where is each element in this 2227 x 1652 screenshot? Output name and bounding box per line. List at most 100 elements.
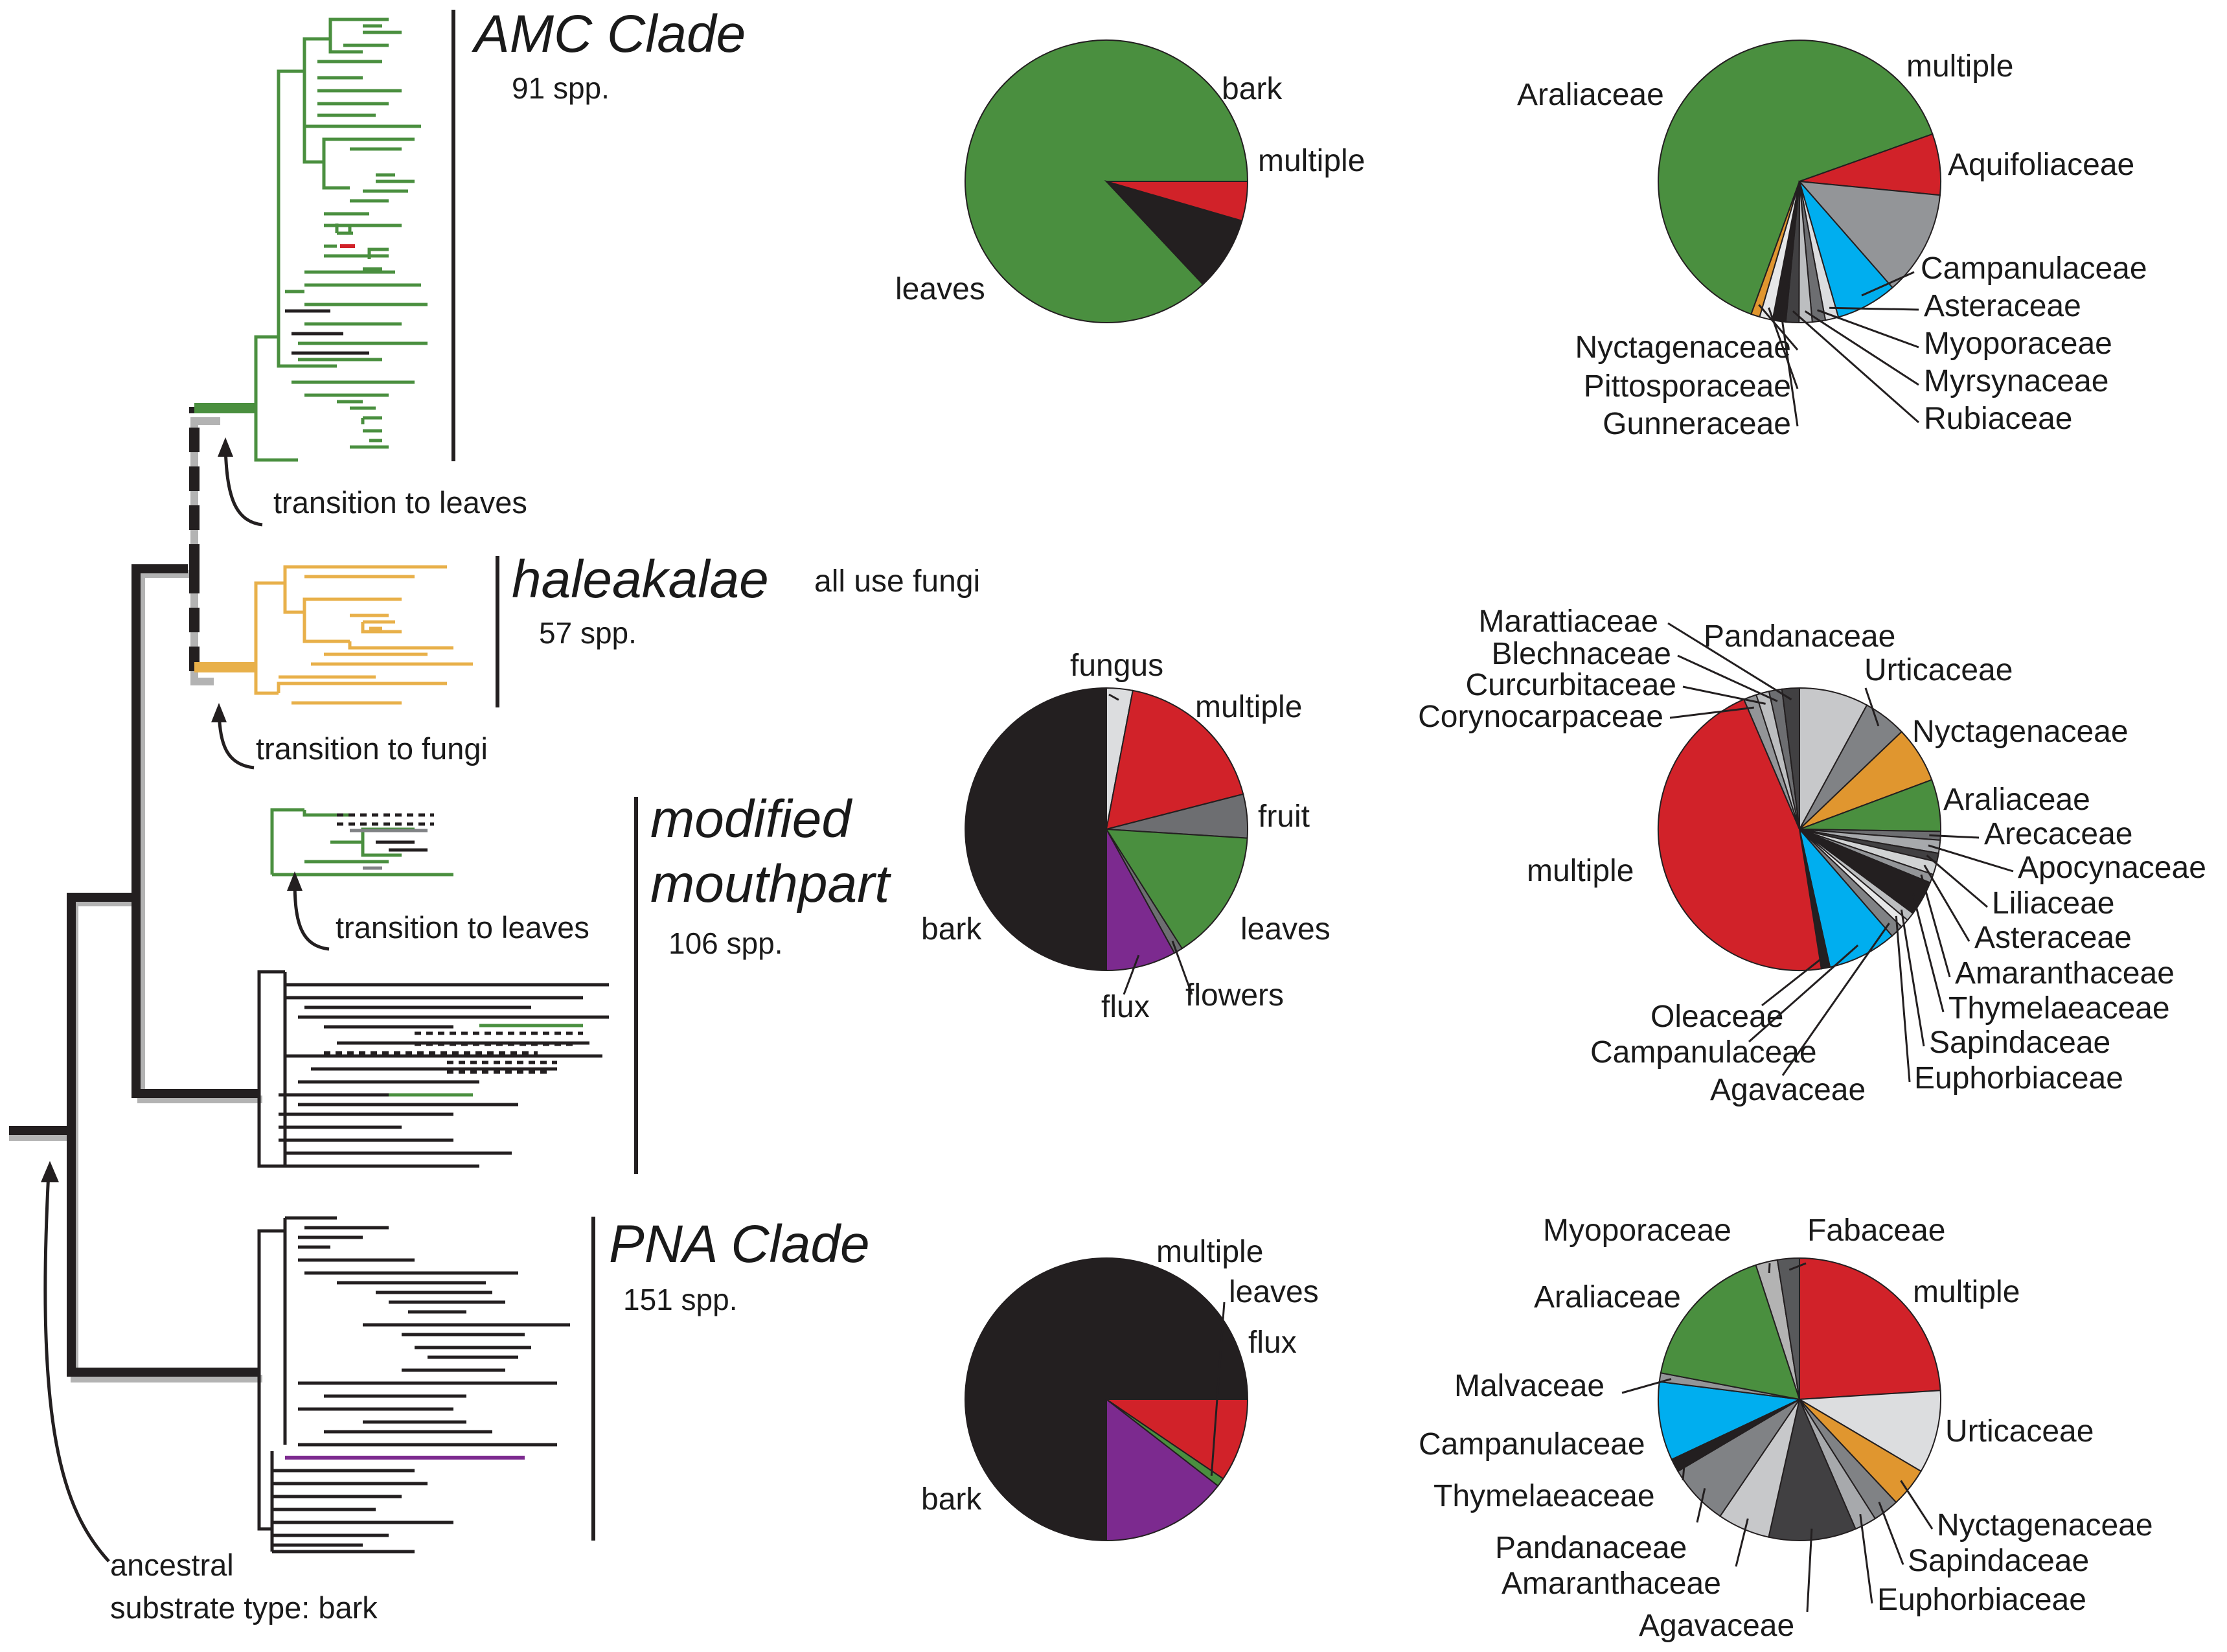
leader-line-urticaceae	[1864, 687, 1880, 727]
leader-line-blechnaceae	[1677, 654, 1778, 702]
leader-line-curcurbitaceae	[1682, 685, 1766, 705]
substrate-pie-modified: bark fungus multiple fruit leaves flowers flux	[921, 648, 1330, 1024]
leader-line-agavaceae	[1806, 1528, 1813, 1612]
leader-line-corynocarpaceae	[1669, 706, 1754, 719]
pie-label-gunneraceae: Gunneraceae	[1603, 407, 1791, 441]
amc-clade-title: AMC Clade	[471, 5, 746, 63]
leader-line-agavaceae	[1781, 923, 1890, 1076]
haleakalae-note: all use fungi	[814, 564, 980, 599]
substrate-pie-amc: leaves bark multiple	[895, 39, 1365, 323]
leader-line-campanulaceae	[1861, 271, 1915, 297]
pie-label-euphorbiaceae: Euphorbiaceae	[1877, 1583, 2086, 1617]
leader-line-gunneraceae	[1779, 310, 1799, 427]
pie-label-flowers: flowers	[1185, 978, 1284, 1013]
pie-slice-multiple	[1105, 689, 1244, 831]
leader-line-marattiaceae	[1667, 622, 1792, 701]
pie-label-myrsynaceae: Myrsynaceae	[1924, 364, 2108, 398]
pie-label-bark: bark	[1222, 72, 1283, 106]
pie-label-asteraceae: Asteraceae	[1924, 289, 2081, 323]
pna-clade-spp: 151 spp.	[623, 1283, 737, 1316]
pie-slice-multiple	[1106, 181, 1249, 222]
leader-line-flux	[1123, 954, 1140, 995]
pie-label-corynocarpaceae: Corynocarpaceae	[1418, 700, 1663, 734]
pie-slice-flux	[1106, 1397, 1219, 1542]
leader-line-amaranthaceae	[1735, 1518, 1749, 1567]
pie-slice-bark	[1104, 180, 1243, 286]
pie-label-thymelaeaceae: Thymelaeaceae	[1433, 1479, 1655, 1513]
leader-line-asteraceae	[1829, 306, 1919, 311]
pie-label-marattiaceae: Marattiaceae	[1479, 604, 1658, 639]
pie-label-bark: bark	[921, 1482, 982, 1517]
pie-label-blechnaceae: Blechnaceae	[1491, 637, 1671, 671]
substrate-pie-pna: bark multiple leaves flux	[921, 1235, 1319, 1542]
arrowheads	[41, 437, 303, 1182]
modified-title-line1: modified	[650, 790, 852, 849]
leader-line-fabaceae	[1788, 1262, 1807, 1271]
pie-label-nyctagenaceae: Nyctagenaceae	[1575, 330, 1791, 365]
pie-label-campanulaceae: Campanulaceae	[1590, 1035, 1817, 1070]
pie-slice-urticaceae	[1797, 1390, 1942, 1473]
pie-label-curcurbitaceae: Curcurbitaceae	[1466, 668, 1677, 702]
leader-line-sapindaceae	[1900, 910, 1925, 1047]
leader-line-myoporaceae	[1768, 1263, 1771, 1274]
pie-label-fruit: fruit	[1258, 799, 1310, 834]
amc-black-branches	[285, 309, 369, 355]
family-pie-pna: multiple Urticaceae NyctagenaceaeSapindace…	[1419, 1213, 2153, 1643]
pie-label-rubiaceae: Rubiaceae	[1924, 402, 2073, 436]
pie-label-urticaceae: Urticaceae	[1945, 1414, 2094, 1449]
modified-spp: 106 spp.	[668, 926, 782, 960]
pna-clade-title: PNA Clade	[609, 1215, 870, 1274]
pie-label-asteraceae: Asteraceae	[1974, 921, 2132, 955]
leader-line-amaranthaceae	[1920, 874, 1951, 978]
pie-label-leaves: leaves	[1229, 1275, 1319, 1309]
pie-label-leaves: leaves	[1240, 912, 1330, 946]
leader-line-apocynaceae	[1928, 844, 2014, 873]
leader-line-arecaceae	[1929, 834, 1980, 839]
leader-line-asteraceae	[1923, 864, 1970, 942]
pie-label-myoporaceae: Myoporaceae	[1924, 327, 2112, 361]
leader-line-pandanaceae	[1696, 1487, 1706, 1523]
pie-label-agavaceae: Agavaceae	[1639, 1609, 1794, 1643]
leader-line-oleaceae	[1761, 956, 1825, 1007]
pie-slice-leaves	[1105, 828, 1248, 950]
pie-label-amaranthaceae: Amaranthaceae	[1502, 1566, 1721, 1601]
leader-line-thymelaeaceae	[1682, 1460, 1686, 1481]
leader-line-flowers	[1171, 941, 1193, 995]
tree-backbone	[9, 403, 262, 1382]
pie-label-multiple: multiple	[1913, 1275, 2020, 1309]
pie-label-araliaceae: Araliaceae	[1943, 783, 2090, 817]
pie-label-myoporaceae: Myoporaceae	[1543, 1213, 1731, 1248]
pie-slice-pandanaceae	[1799, 687, 1868, 830]
leader-line-rubiaceae	[1792, 310, 1919, 424]
leader-line-leaves	[1210, 1302, 1226, 1476]
pie-label-sapindaceae: Sapindaceae	[1929, 1026, 2110, 1060]
pna-clade-tree	[257, 1216, 570, 1554]
leader-line-myoporaceae	[1817, 309, 1919, 349]
pie-label-fungus: fungus	[1070, 648, 1163, 683]
pie-slice-fabaceae	[1776, 1257, 1800, 1400]
haleakalae-title: haleakalae	[512, 550, 769, 609]
pie-label-flux: flux	[1248, 1325, 1297, 1360]
pie-slice-multiple	[1657, 698, 1822, 972]
leader-line-myrsynaceae	[1804, 310, 1919, 386]
leader-line-liliaceae	[1926, 855, 1988, 908]
leader-line-nyctagenaceae	[1900, 1480, 1934, 1530]
pie-label-pandanaceae: Pandanaceae	[1704, 619, 1895, 654]
pie-label-arecaceae: Arecaceae	[1984, 817, 2132, 851]
ancestral-label-line2: substrate type: bark	[110, 1590, 378, 1625]
pie-slice-araliaceae	[1660, 1264, 1801, 1401]
transition-fungi-label: transition to fungi	[256, 731, 488, 766]
pie-label-flux: flux	[1101, 990, 1150, 1024]
pie-label-malvaceae: Malvaceae	[1454, 1369, 1605, 1403]
pie-label-thymelaeaceae: Thymelaeaceae	[1948, 991, 2170, 1026]
pie-label-oleaceae: Oleaceae	[1650, 1000, 1783, 1034]
pie-slice-multiple	[1799, 1257, 1941, 1401]
ancestral-label-line1: ancestral	[110, 1548, 234, 1582]
leader-line-euphorbiaceae	[1895, 915, 1911, 1083]
pie-label-pandanaceae: Pandanaceae	[1495, 1531, 1687, 1565]
pie-label-bark: bark	[921, 912, 982, 946]
transition-leaves-label-1: transition to leaves	[273, 485, 527, 520]
haleakalae-spp: 57 spp.	[539, 616, 637, 650]
